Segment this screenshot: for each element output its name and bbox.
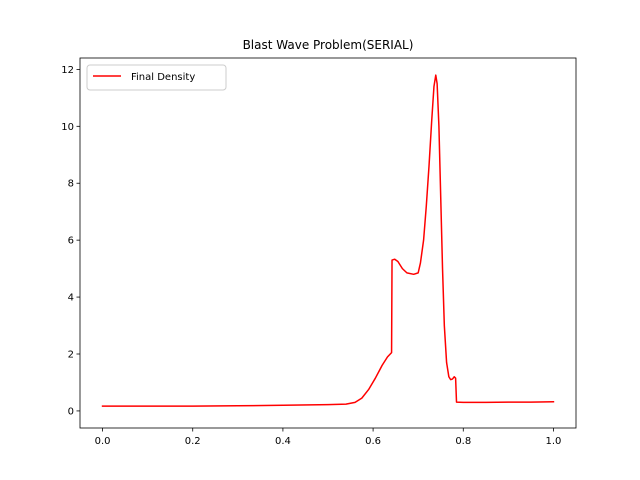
x-tick-label: 1.0 [546, 436, 562, 447]
y-tick-label: 8 [68, 179, 74, 190]
series-line-final-density [101, 74, 555, 407]
legend-label: Final Density [131, 72, 195, 83]
y-tick-label: 6 [68, 236, 74, 247]
plot-area [80, 58, 576, 428]
x-tick-label: 0.0 [95, 436, 111, 447]
chart-title: Blast Wave Problem(SERIAL) [243, 38, 414, 52]
x-tick-label: 0.8 [455, 436, 471, 447]
x-tick-label: 0.4 [275, 436, 291, 447]
y-tick-label: 12 [61, 65, 74, 76]
y-tick-label: 4 [68, 293, 74, 304]
x-tick-label: 0.2 [185, 436, 201, 447]
y-tick-label: 0 [68, 406, 74, 417]
y-axis: 0 2 4 6 8 10 12 [61, 65, 80, 417]
y-tick-label: 10 [61, 122, 74, 133]
legend: Final Density [86, 64, 227, 91]
legend-box [86, 64, 227, 91]
axes-frame [79, 57, 577, 429]
x-tick-label: 0.6 [365, 436, 381, 447]
series-layer [101, 74, 555, 407]
y-tick-label: 2 [68, 350, 74, 361]
x-axis: 0.0 0.2 0.4 0.6 0.8 1.0 [95, 428, 562, 447]
